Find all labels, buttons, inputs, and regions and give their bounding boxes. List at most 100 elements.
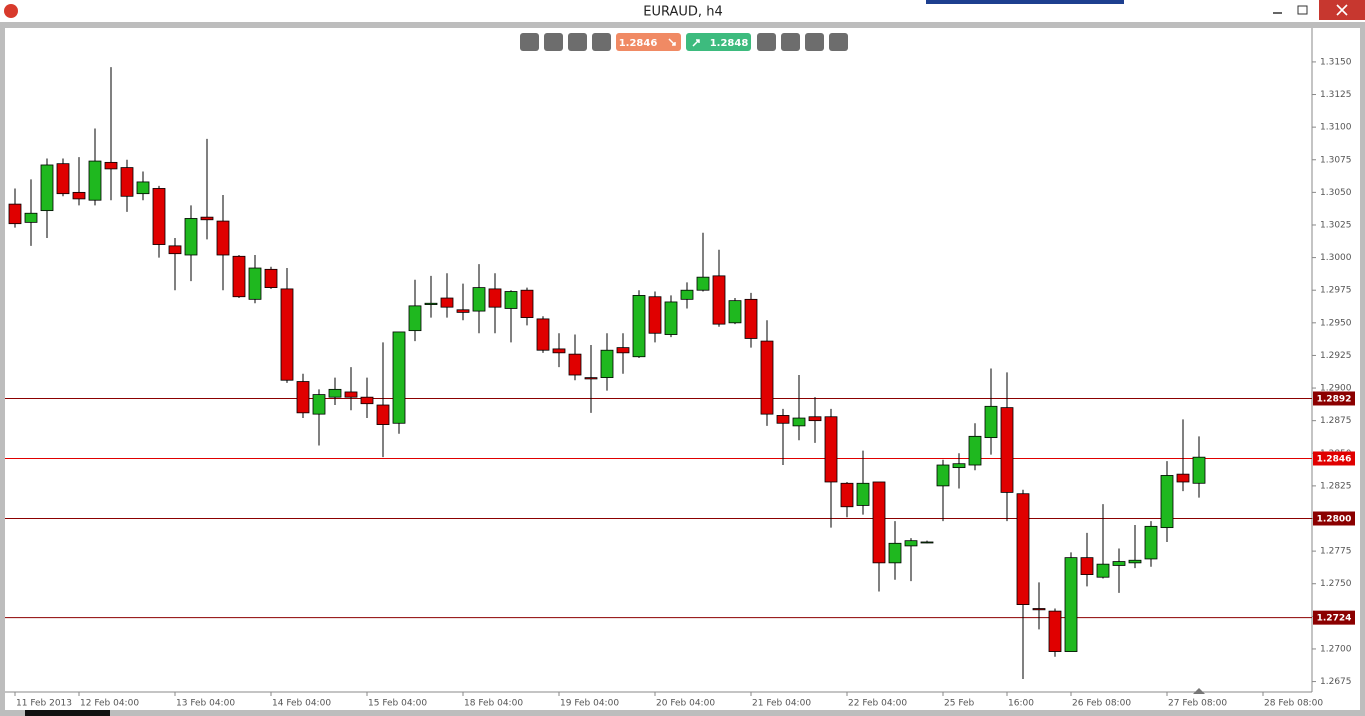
sell-button[interactable] (616, 33, 681, 51)
taskbar-strip (926, 0, 1124, 4)
chart-type-button[interactable] (592, 33, 611, 51)
y-tick-label: 1.2700 (1320, 644, 1352, 654)
level-label: 1.2724 (1317, 614, 1352, 624)
y-tick-label: 1.3125 (1320, 90, 1352, 100)
candle-body (56, 163, 70, 195)
candle-body (536, 318, 550, 351)
candle-body (216, 220, 230, 256)
candle-body (1096, 563, 1110, 578)
restore-button[interactable] (1297, 5, 1308, 15)
candle-body (632, 295, 646, 358)
candle-body (1080, 557, 1094, 575)
candle-body (104, 161, 118, 170)
candle-body (408, 305, 422, 332)
candle-body (8, 203, 22, 225)
candle-body (424, 302, 438, 305)
candles (8, 67, 1206, 679)
candle-body (568, 353, 582, 376)
x-tick-label: 20 Feb 04:00 (656, 699, 715, 709)
alert-button[interactable] (805, 33, 824, 51)
y-tick-label: 1.2825 (1320, 481, 1352, 491)
candle-body (280, 288, 294, 381)
candle-body (824, 416, 838, 483)
y-tick-label: 1.2775 (1320, 547, 1352, 557)
y-tick-label: 1.2975 (1320, 286, 1352, 296)
levels: 1.2892 1.2846 1.2800 1.2724 (5, 391, 1355, 625)
y-tick-label: 1.2900 (1320, 384, 1352, 394)
candle-body (520, 289, 534, 319)
y-tick-label: 1.3075 (1320, 155, 1352, 165)
candle-body (552, 348, 566, 354)
candle-body (296, 381, 310, 414)
candle-body (392, 331, 406, 424)
y-tick-label: 1.2925 (1320, 351, 1352, 361)
candle-body (248, 267, 262, 300)
level-label: 1.2846 (1317, 454, 1352, 464)
candle-body (456, 309, 470, 313)
candle-body (872, 481, 886, 564)
y-tick-label: 1.3025 (1320, 220, 1352, 230)
candle-body (488, 288, 502, 308)
candle-body (360, 396, 374, 405)
candle-body (648, 296, 662, 334)
candle-body (312, 394, 326, 415)
candle-body (184, 218, 198, 256)
candle-body (1016, 493, 1030, 605)
candle-body (696, 276, 710, 291)
candle-body (1112, 561, 1126, 566)
x-tick-label: 21 Feb 04:00 (752, 699, 811, 709)
candle-body (1144, 525, 1158, 560)
indicator-button[interactable] (781, 33, 800, 51)
candle-body (920, 541, 934, 544)
candle-body (328, 388, 342, 398)
period-button[interactable] (568, 33, 587, 51)
candle-body (584, 377, 598, 380)
x-tick-label: 18 Feb 04:00 (464, 699, 523, 709)
candle-body (1128, 559, 1142, 564)
candle-body (776, 415, 790, 424)
candle-body (136, 181, 150, 195)
sell-price: 1.2846 (619, 38, 658, 49)
candle-body (952, 463, 966, 469)
candle-body (24, 212, 38, 223)
candle-body (440, 297, 454, 308)
x-tick-label: 27 Feb 08:00 (1168, 699, 1227, 709)
candle-body (984, 405, 998, 439)
close-icon (1336, 4, 1348, 16)
y-tick-label: 1.2875 (1320, 416, 1352, 426)
candle-body (840, 482, 854, 508)
buy-arrow (692, 39, 700, 47)
candle-body (728, 300, 742, 324)
candle-body (664, 301, 678, 335)
chart-shift-marker[interactable] (1193, 688, 1205, 694)
chart-area (5, 28, 1360, 710)
y-tick-label: 1.3100 (1320, 123, 1352, 133)
zoom-button[interactable] (520, 33, 539, 51)
y-tick-label: 1.2675 (1320, 677, 1352, 687)
x-tick-label: 19 Feb 04:00 (560, 699, 619, 709)
candle-body (472, 287, 486, 312)
candle-body (376, 404, 390, 425)
candle-body (1000, 407, 1014, 493)
candle-body (1176, 473, 1190, 483)
window-title: EURAUD, h4 (643, 5, 722, 20)
x-tick-label: 14 Feb 04:00 (272, 699, 331, 709)
scrollbar (25, 710, 110, 716)
candle-body (968, 435, 982, 466)
crosshair-button[interactable] (544, 33, 563, 51)
candle-body (88, 160, 102, 201)
candle-body (344, 391, 358, 398)
candle-body (616, 347, 630, 354)
y-tick-label: 1.3050 (1320, 188, 1352, 198)
toolbar: 1.2846 1.2848 (520, 33, 848, 51)
candle-body (1048, 610, 1062, 652)
buy-button[interactable] (686, 33, 751, 51)
list-button[interactable] (757, 33, 776, 51)
candle-body (1192, 456, 1206, 484)
x-tick-label: 12 Feb 04:00 (80, 699, 139, 709)
candle-body (40, 164, 54, 212)
template-button[interactable] (829, 33, 848, 51)
candle-body (152, 188, 166, 245)
level-label-box (1313, 391, 1355, 406)
